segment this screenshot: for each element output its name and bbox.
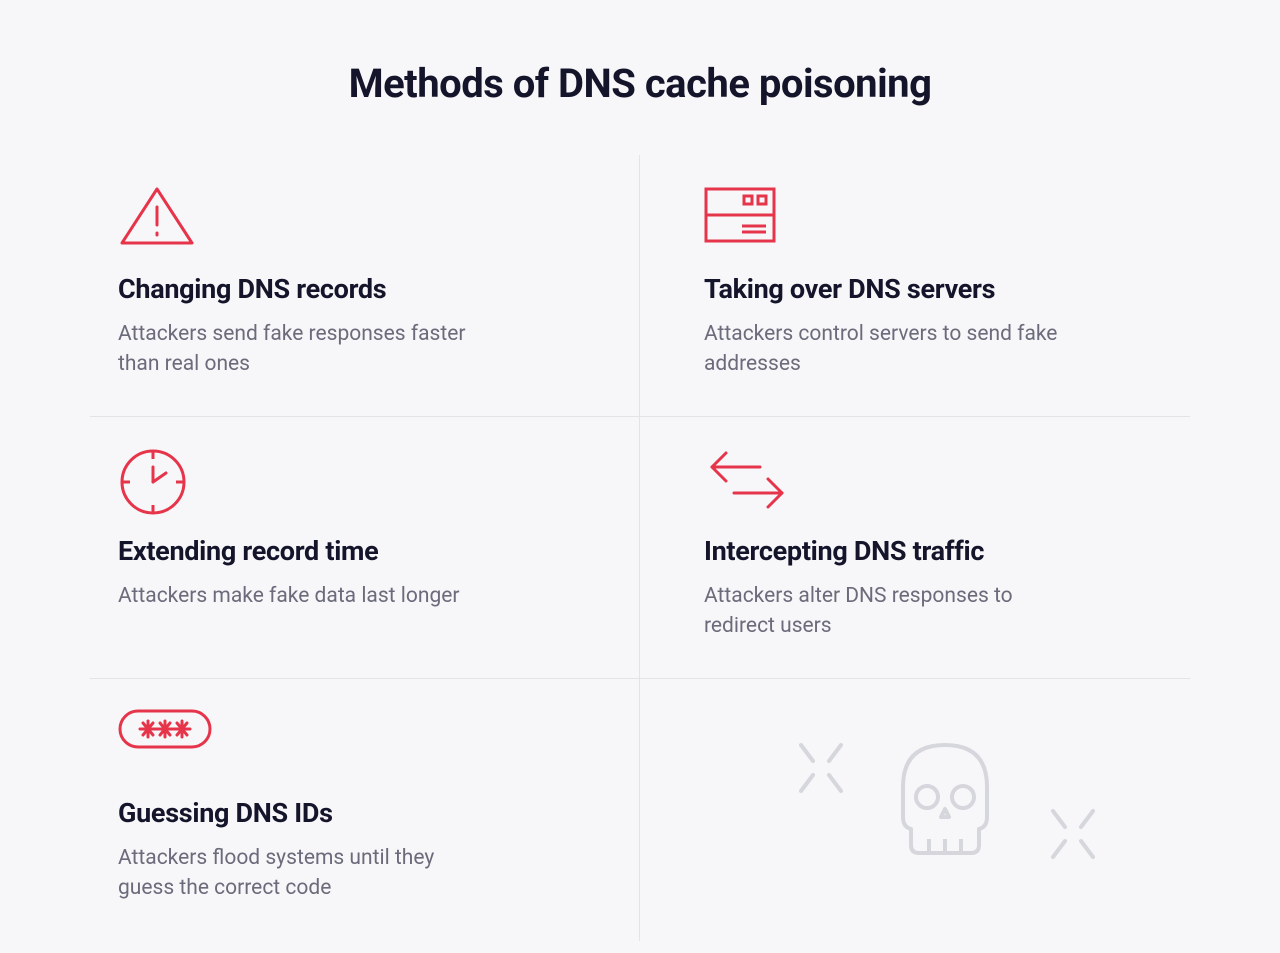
card-taking-over-dns-servers: Taking over DNS servers Attackers contro… <box>640 155 1190 417</box>
card-extending-record-time: Extending record time Attackers make fak… <box>90 417 640 679</box>
arrows-swap-icon <box>704 447 1162 509</box>
cards-grid: Changing DNS records Attackers send fake… <box>90 155 1190 941</box>
card-desc: Attackers send fake responses faster tha… <box>118 319 478 380</box>
card-title: Guessing DNS IDs <box>118 797 611 829</box>
card-title: Extending record time <box>118 535 611 567</box>
card-title: Taking over DNS servers <box>704 273 1162 305</box>
warning-triangle-icon <box>118 185 611 247</box>
card-desc: Attackers alter DNS responses to redirec… <box>704 581 1064 642</box>
card-title: Intercepting DNS traffic <box>704 535 1162 567</box>
card-guessing-dns-ids: Guessing DNS IDs Attackers flood systems… <box>90 679 640 941</box>
card-desc: Attackers flood systems until they guess… <box>118 843 478 904</box>
infographic-page: Methods of DNS cache poisoning Changing … <box>0 0 1280 953</box>
card-changing-dns-records: Changing DNS records Attackers send fake… <box>90 155 640 417</box>
card-desc: Attackers make fake data last longer <box>118 581 478 611</box>
card-intercepting-dns-traffic: Intercepting DNS traffic Attackers alter… <box>640 417 1190 679</box>
skull-with-sparks-icon <box>753 717 1113 897</box>
password-pill-icon <box>118 709 611 771</box>
decor-cell <box>640 679 1190 941</box>
card-title: Changing DNS records <box>118 273 611 305</box>
clock-icon <box>118 447 611 509</box>
page-title: Methods of DNS cache poisoning <box>90 60 1190 107</box>
server-rack-icon <box>704 185 1162 247</box>
card-desc: Attackers control servers to send fake a… <box>704 319 1064 380</box>
